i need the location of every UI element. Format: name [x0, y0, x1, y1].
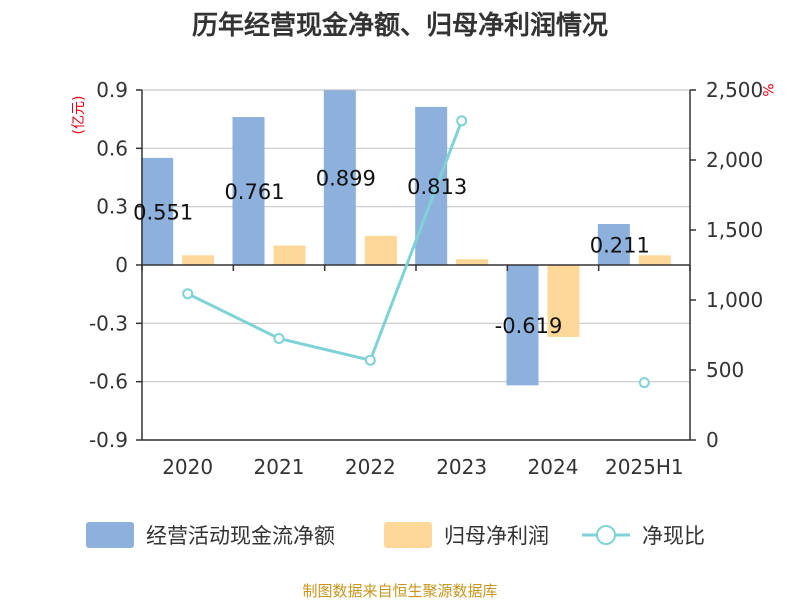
- ratio-point: [456, 115, 468, 127]
- profit-bar: [456, 259, 489, 265]
- legend-marker-ratio: [596, 525, 616, 545]
- y-left-tick-label: 0: [115, 253, 128, 277]
- y-right-tick-label: 1,500: [706, 218, 763, 242]
- x-tick-label: 2022: [345, 455, 396, 479]
- profit-bar: [364, 235, 397, 265]
- y-right-tick-label: 500: [706, 358, 744, 382]
- x-tick-label: 2020: [162, 455, 213, 479]
- profit-bar: [182, 255, 215, 265]
- legend: 经营活动现金流净额 归母净利润 净现比: [86, 522, 705, 548]
- ratio-line: [182, 115, 650, 389]
- bars: [141, 90, 671, 386]
- y-right-tick-label: 2,000: [706, 148, 763, 172]
- x-tick-label: 2025H1: [605, 455, 684, 479]
- y-left-tick-label: 0.9: [96, 78, 128, 102]
- ratio-point: [364, 354, 376, 366]
- y-right-tick-label: 0: [706, 428, 719, 452]
- y-left-unit: (亿元): [71, 96, 87, 135]
- legend-label-ratio: 净现比: [642, 524, 705, 548]
- y-right-unit: %: [759, 83, 775, 96]
- data-labels: 0.551 0.761 0.899 0.813 -0.619 0.211: [133, 167, 650, 339]
- cashflow-bar: [141, 157, 174, 265]
- cashflow-bar: [415, 106, 448, 266]
- cashflow-data-label: 0.899: [316, 167, 376, 191]
- profit-bar: [547, 265, 580, 337]
- ratio-point: [182, 288, 194, 300]
- ratio-point: [638, 377, 650, 389]
- cashflow-bar: [323, 90, 356, 265]
- profit-bar: [273, 245, 306, 265]
- cashflow-data-label: 0.813: [407, 175, 467, 199]
- ratio-line-segment: [187, 120, 464, 362]
- legend-swatch-profit: [384, 522, 432, 548]
- x-tick-label: 2023: [436, 455, 487, 479]
- axes: [136, 89, 696, 441]
- cashflow-data-label: -0.619: [495, 314, 563, 338]
- cashflow-bar: [597, 223, 630, 265]
- cashflow-bar: [232, 117, 265, 266]
- legend-label-cashflow: 经营活动现金流净额: [146, 524, 335, 548]
- legend-swatch-cashflow: [86, 522, 134, 548]
- cashflow-data-label: 0.761: [224, 180, 284, 204]
- y-left-tick-label: 0.3: [96, 195, 128, 219]
- y-right-tick-label: 2,500: [706, 78, 763, 102]
- chart-title: 历年经营现金净额、归母净利润情况: [192, 10, 608, 41]
- cashflow-data-label: 0.551: [133, 200, 193, 224]
- cashflow-bar: [506, 265, 539, 386]
- x-tick-label: 2024: [528, 455, 579, 479]
- cashflow-data-label: 0.211: [590, 233, 650, 257]
- tick-labels: 0.9 0.6 0.3 0 -0.3 -0.6 -0.9 2,500 2,000 1,500 1,0…: [89, 78, 763, 479]
- x-tick-label: 2021: [254, 455, 305, 479]
- y-left-tick-label: -0.9: [89, 428, 128, 452]
- y-left-tick-label: 0.6: [96, 136, 128, 160]
- profit-bar: [638, 255, 671, 265]
- y-left-tick-label: -0.3: [89, 311, 128, 335]
- ratio-point: [273, 333, 285, 344]
- y-left-tick-label: -0.6: [89, 370, 128, 394]
- y-right-tick-label: 1,000: [706, 288, 763, 312]
- source-note: 制图数据来自恒生聚源数据库: [302, 582, 497, 600]
- legend-label-profit: 归母净利润: [444, 524, 549, 548]
